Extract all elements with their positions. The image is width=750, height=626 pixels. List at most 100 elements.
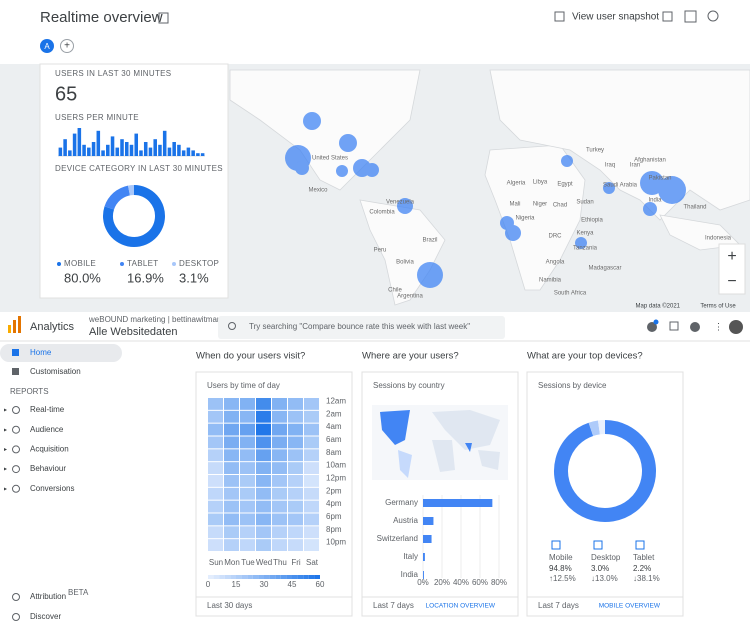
property-selector[interactable]: Alle Websitedaten <box>89 326 177 338</box>
date-range[interactable]: Last 7 days <box>538 601 579 610</box>
share-icon[interactable] <box>707 10 719 22</box>
users-value: 65 <box>55 83 77 105</box>
heat-cell <box>224 436 239 449</box>
heat-cell <box>256 539 271 551</box>
donut-slice <box>104 185 131 210</box>
heat-cell <box>256 526 271 539</box>
heat-cell <box>304 410 319 423</box>
nav-item[interactable]: Attribution <box>30 592 66 601</box>
snapshot-button[interactable]: View user snapshot <box>572 12 659 23</box>
nav-item[interactable]: Acquisition <box>30 445 69 454</box>
heat-cell <box>256 436 271 449</box>
heat-cell <box>224 475 239 487</box>
day-label: Wed <box>256 558 272 567</box>
nav-icon <box>12 465 20 474</box>
profile[interactable] <box>729 320 743 334</box>
snapshot-icon[interactable] <box>554 11 565 22</box>
scale-swatch <box>275 575 281 579</box>
heat-cell <box>208 539 223 551</box>
overview-link[interactable]: LOCATION OVERVIEW <box>426 603 496 610</box>
nav-item[interactable]: Customisation <box>30 367 81 376</box>
device-name: Desktop <box>591 553 621 562</box>
heat-cell <box>208 449 223 462</box>
product-name: Analytics <box>30 321 75 333</box>
heat-cell <box>256 513 271 526</box>
notifications[interactable] <box>647 322 657 332</box>
nav-item[interactable]: Conversions <box>30 484 74 493</box>
bar <box>186 147 191 156</box>
heat-cell <box>288 513 303 526</box>
map-label: Egypt <box>557 182 573 188</box>
menu[interactable]: ⋮ <box>714 321 723 331</box>
search-placeholder: Try searching "Compare bounce rate this … <box>249 322 470 331</box>
heat-cell <box>272 410 287 423</box>
bar <box>177 144 181 156</box>
nav-item[interactable]: Discover <box>30 612 61 621</box>
x-tick-label: 60% <box>472 578 488 587</box>
insights-icon[interactable] <box>684 10 697 23</box>
nav-icon[interactable] <box>12 349 19 356</box>
heat-cell <box>224 462 239 474</box>
scale-swatch <box>314 575 320 579</box>
section-heading: What are your top devices? <box>527 351 643 362</box>
bar <box>68 150 72 156</box>
apps[interactable] <box>669 321 679 331</box>
scale-swatch <box>247 575 253 579</box>
map-label: United States <box>312 156 348 162</box>
heat-cell <box>304 423 319 436</box>
nav-icon <box>12 406 20 414</box>
heat-cell <box>224 449 239 462</box>
nav-icon[interactable] <box>12 368 19 375</box>
per-minute-label: USERS PER MINUTE <box>55 113 139 122</box>
heat-cell <box>304 475 319 487</box>
add-icon: + <box>64 41 70 52</box>
heat-cell <box>272 449 287 462</box>
heat-cell <box>272 526 287 539</box>
map-label: Iraq <box>605 163 615 169</box>
heat-cell <box>224 500 239 513</box>
help[interactable] <box>690 322 700 332</box>
nav-icon <box>12 484 20 493</box>
heat-cell <box>304 487 319 500</box>
heat-cell <box>304 513 319 526</box>
fullscreen-icon[interactable] <box>662 11 673 22</box>
heat-cell <box>288 500 303 513</box>
date-range[interactable]: Last 7 days <box>373 601 414 610</box>
map-label: Angola <box>546 260 565 266</box>
x-tick-label: 40% <box>453 578 469 587</box>
map-label: Tanzania <box>573 246 598 252</box>
map-label: Afghanistan <box>634 158 666 164</box>
legend-value: 80.0% <box>64 270 101 285</box>
day-label: Sat <box>306 558 319 567</box>
map-label: Kenya <box>576 231 594 237</box>
heat-cell <box>240 423 255 436</box>
zoom-out[interactable]: − <box>727 273 736 290</box>
hour-label: 4am <box>326 422 342 431</box>
zoom-in[interactable]: + <box>727 248 736 265</box>
heat-cell <box>304 462 319 474</box>
scale-swatch <box>286 575 292 579</box>
nav-item[interactable]: Behaviour <box>30 464 66 473</box>
scale-swatch <box>208 575 214 579</box>
nav-item[interactable]: Audience <box>30 425 64 434</box>
legend-dot <box>172 262 176 266</box>
overview-link[interactable]: MOBILE OVERVIEW <box>599 603 661 610</box>
heat-cell <box>288 410 303 423</box>
scale-swatch <box>258 575 264 579</box>
device-value: 3.0% <box>591 564 609 573</box>
date-range[interactable]: Last 30 days <box>207 601 252 610</box>
scale-tick: 60 <box>316 580 325 589</box>
account-name: weBOUND marketing | bettinawitmann.com <box>88 315 243 324</box>
search-box[interactable] <box>218 316 505 339</box>
heat-cell <box>240 449 255 462</box>
map-label: Niger <box>533 202 547 208</box>
heat-cell <box>272 475 287 487</box>
heat-cell <box>256 475 271 487</box>
heat-cell <box>256 398 271 410</box>
map-label: Saudi Arabia <box>603 183 638 189</box>
nav-item[interactable]: Home <box>30 348 52 357</box>
add-comparison[interactable] <box>60 39 74 53</box>
heat-cell <box>272 398 287 410</box>
avatar[interactable] <box>40 39 54 53</box>
nav-item[interactable]: Real-time <box>30 405 65 414</box>
